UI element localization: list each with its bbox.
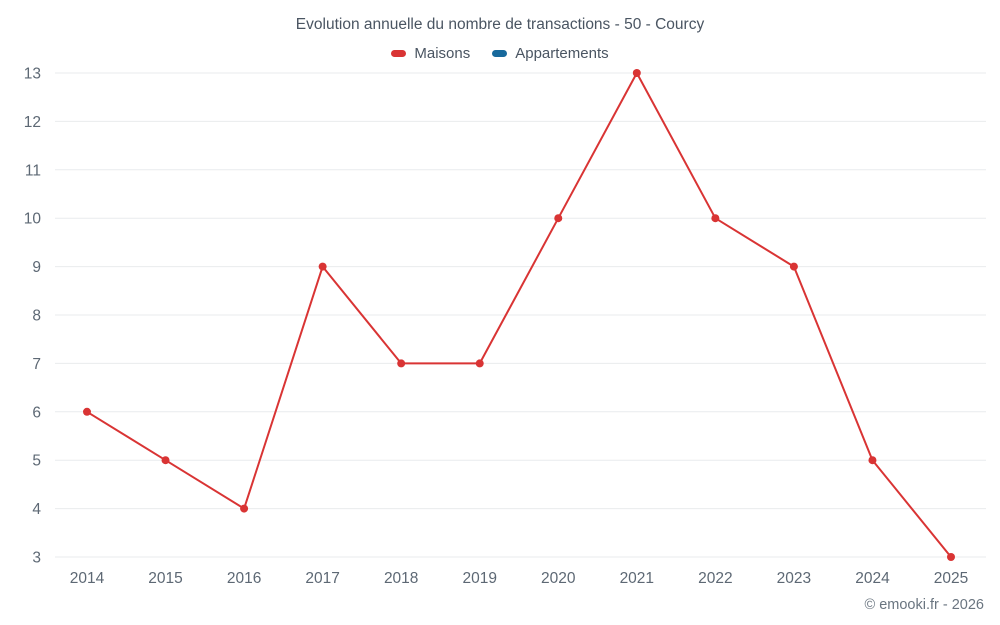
chart-title: Evolution annuelle du nombre de transact… [295, 16, 705, 33]
data-point-maisons-2021[interactable] [632, 69, 641, 77]
legend-label-maisons: Maisons [414, 45, 471, 62]
chart-legend: Maisons Appartements [0, 45, 1000, 62]
y-tick-label: 8 [32, 308, 41, 325]
data-point-maisons-2023[interactable] [789, 262, 798, 271]
legend-item-maisons[interactable]: Maisons [391, 45, 470, 62]
x-tick-label: 2016 [227, 570, 261, 587]
y-tick-label: 13 [24, 66, 41, 83]
y-tick-label: 3 [32, 550, 41, 567]
footer-credit: © emooki.fr - 2026 [864, 597, 984, 613]
y-tick-label: 6 [32, 404, 41, 421]
data-point-maisons-2015[interactable] [161, 456, 170, 465]
x-tick-label: 2020 [541, 570, 576, 587]
y-tick-label: 11 [25, 162, 41, 179]
x-tick-label: 2021 [620, 570, 654, 587]
x-tick-label: 2017 [305, 570, 339, 587]
x-tick-label: 2024 [855, 570, 890, 587]
data-point-maisons-2019[interactable] [475, 359, 484, 368]
y-tick-label: 4 [32, 501, 41, 518]
data-point-maisons-2014[interactable] [83, 407, 91, 416]
legend-label-appartements: Appartements [515, 45, 609, 62]
x-tick-label: 2018 [384, 570, 418, 587]
legend-swatch-appartements-icon [492, 50, 508, 57]
data-point-maisons-2016[interactable] [240, 504, 249, 513]
y-tick-label: 12 [24, 114, 41, 131]
data-point-maisons-2022[interactable] [711, 214, 720, 223]
x-tick-label: 2019 [462, 570, 496, 587]
data-point-maisons-2024[interactable] [868, 456, 877, 465]
y-tick-label: 9 [32, 259, 41, 276]
data-point-maisons-2017[interactable] [318, 262, 327, 271]
y-tick-label: 5 [32, 453, 41, 470]
x-tick-label: 2025 [934, 570, 968, 587]
x-tick-label: 2014 [70, 570, 105, 587]
y-tick-label: 10 [24, 211, 42, 228]
y-tick-label: 7 [32, 356, 41, 373]
data-point-maisons-2025[interactable] [947, 553, 955, 561]
x-tick-label: 2023 [777, 570, 811, 587]
data-point-maisons-2020[interactable] [554, 214, 563, 223]
data-point-maisons-2018[interactable] [397, 359, 406, 368]
legend-item-appartements[interactable]: Appartements [492, 45, 609, 62]
x-tick-label: 2015 [148, 570, 182, 587]
legend-swatch-maisons-icon [391, 50, 407, 57]
x-tick-label: 2022 [698, 570, 732, 587]
series-line-maisons [86, 72, 952, 558]
